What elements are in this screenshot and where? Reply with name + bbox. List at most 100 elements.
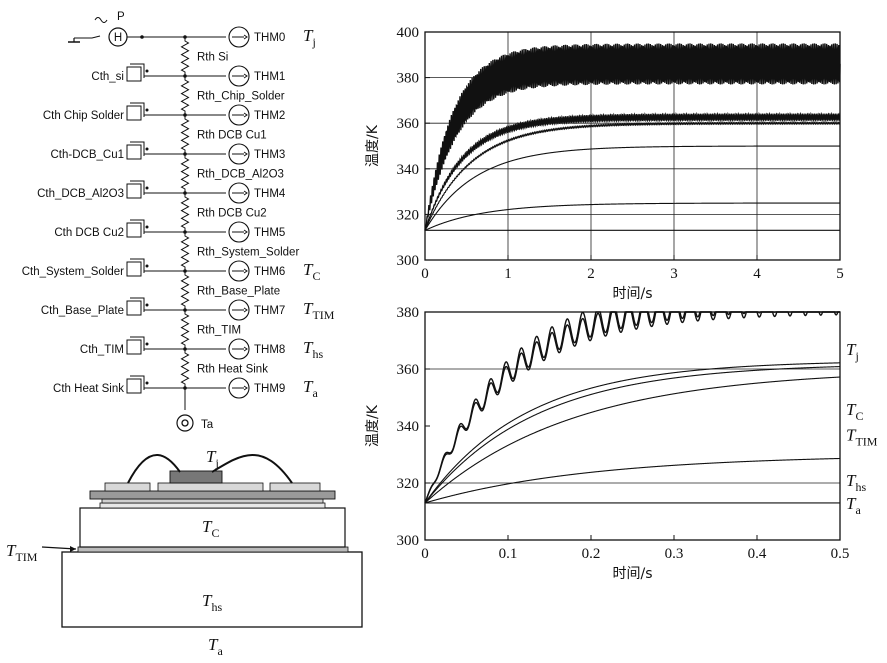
resistor-icon bbox=[180, 349, 190, 388]
structure-label-3-subscript: hs bbox=[211, 600, 222, 614]
structure-label-0: Tj bbox=[206, 447, 219, 470]
structure-label-0-subscript: j bbox=[214, 456, 218, 470]
chart-zoomed-transient: 0 0.1 0.2 0.3 0.4 0.5 300 320 340 360 380 时间/s 温度/K T… bbox=[365, 305, 878, 582]
structure-label-1-symbol: T bbox=[202, 517, 213, 536]
capacitor-label-5: Cth DCB Cu2 bbox=[54, 227, 124, 239]
x-tick-label: 0.3 bbox=[665, 546, 684, 562]
y-tick-label: 380 bbox=[397, 71, 420, 87]
series-line-0 bbox=[424, 43, 841, 231]
capacitor-label-3: Cth-DCB_Cu1 bbox=[51, 149, 125, 161]
resistor-label-6: Rth_Base_Plate bbox=[197, 286, 280, 298]
series-line-0 bbox=[424, 311, 840, 504]
node-temp-label-9-subscript: a bbox=[312, 386, 318, 400]
node-temp-label-0-symbol: T bbox=[303, 26, 314, 45]
base-plate-block bbox=[79, 507, 346, 548]
curve-label-0-subscript: j bbox=[854, 349, 858, 363]
thermal-network-circuit: H P THM0 Tj Rth Si THM1 Cth_si Rth_Chip_Solde… bbox=[22, 11, 335, 432]
capacitor-icon bbox=[126, 105, 142, 121]
y-tick-label: 360 bbox=[397, 116, 420, 132]
curve-label-1: TC bbox=[846, 400, 863, 423]
plot-frame bbox=[424, 311, 841, 541]
x-tick-label: 3 bbox=[670, 266, 678, 282]
series-line-4 bbox=[424, 145, 840, 231]
curve-label-3-symbol: T bbox=[846, 471, 857, 490]
resistor-icon bbox=[180, 154, 190, 193]
series-line-3 bbox=[424, 121, 841, 231]
y-axis-label: 温度/K bbox=[365, 404, 381, 447]
power-source-label: P bbox=[117, 11, 125, 23]
y-tick-label: 300 bbox=[397, 253, 420, 269]
capacitor-label-4: Cth_DCB_Al2O3 bbox=[37, 188, 124, 200]
bond-wire-right bbox=[211, 454, 293, 484]
structure-label-3-symbol: T bbox=[202, 591, 213, 610]
y-tick-label: 360 bbox=[397, 362, 420, 378]
x-tick-label: 0.5 bbox=[831, 546, 850, 562]
curve-label-0: Tj bbox=[846, 340, 859, 363]
resistor-label-0: Rth Si bbox=[197, 52, 228, 64]
x-tick-label: 0.1 bbox=[499, 546, 518, 562]
dcb-cu2-layer bbox=[101, 498, 324, 504]
capacitor-icon bbox=[126, 183, 142, 199]
thermometer-label-4: THM4 bbox=[254, 188, 286, 200]
structure-label-4-subscript: a bbox=[217, 644, 223, 658]
node-temp-label-6-subscript: C bbox=[312, 269, 320, 283]
curve-label-0-symbol: T bbox=[846, 340, 857, 359]
series-line-5 bbox=[424, 202, 840, 231]
capacitor-icon bbox=[126, 378, 142, 394]
y-tick-label: 400 bbox=[397, 25, 420, 41]
curve-label-3-subscript: hs bbox=[855, 480, 866, 494]
resistor-label-4: Rth DCB Cu2 bbox=[197, 208, 267, 220]
y-tick-label: 300 bbox=[397, 533, 420, 549]
structure-label-3: Ths bbox=[202, 591, 222, 614]
capacitor-icon bbox=[126, 300, 142, 316]
resistor-icon bbox=[180, 37, 190, 76]
thermometer-label-2: THM2 bbox=[254, 110, 285, 122]
capacitor-label-6: Cth_System_Solder bbox=[22, 266, 124, 278]
thermometer-label-9: THM9 bbox=[254, 383, 285, 395]
structure-label-2: TTIM bbox=[6, 541, 38, 564]
x-tick-label: 0 bbox=[421, 546, 429, 562]
curve-label-2-symbol: T bbox=[846, 426, 857, 445]
heat-sink-block bbox=[61, 551, 363, 628]
node-temp-label-6: TC bbox=[303, 260, 320, 283]
resistor-icon bbox=[180, 76, 190, 115]
y-tick-label: 340 bbox=[397, 419, 420, 435]
tim-layer bbox=[77, 546, 349, 553]
thermometer-label-5: THM5 bbox=[254, 227, 285, 239]
thermometer-label-8: THM8 bbox=[254, 344, 285, 356]
capacitor-label-2: Cth Chip Solder bbox=[43, 110, 124, 122]
capacitor-label-8: Cth_TIM bbox=[80, 344, 124, 356]
capacitor-icon bbox=[126, 261, 142, 277]
series-line-4 bbox=[424, 376, 841, 504]
capacitor-icon bbox=[126, 66, 142, 82]
node-temp-label-6-symbol: T bbox=[303, 260, 314, 279]
node-temp-label-0-subscript: j bbox=[311, 35, 315, 49]
thermometer-label-6: THM6 bbox=[254, 266, 285, 278]
y-tick-label: 380 bbox=[397, 305, 420, 321]
node-temp-label-8: Ths bbox=[303, 338, 323, 361]
thermometer-label-0: THM0 bbox=[254, 32, 285, 44]
x-tick-label: 2 bbox=[587, 266, 595, 282]
capacitor-icon bbox=[126, 339, 142, 355]
thermometer-label-3: THM3 bbox=[254, 149, 285, 161]
capacitor-label-9: Cth Heat Sink bbox=[53, 383, 124, 395]
structure-label-4: Ta bbox=[208, 635, 223, 658]
x-tick-label: 1 bbox=[504, 266, 512, 282]
y-axis-label: 温度/K bbox=[365, 124, 381, 167]
curve-label-1-symbol: T bbox=[846, 400, 857, 419]
capacitor-label-1: Cth_si bbox=[91, 71, 124, 83]
curve-label-4-symbol: T bbox=[846, 494, 857, 513]
dcb-cu1-right bbox=[269, 482, 321, 492]
node-temp-label-7-symbol: T bbox=[303, 299, 314, 318]
y-tick-label: 320 bbox=[397, 207, 420, 223]
thermometer-label-1: THM1 bbox=[254, 71, 285, 83]
node-temp-label-9-symbol: T bbox=[303, 377, 314, 396]
resistor-label-8: Rth Heat Sink bbox=[197, 364, 268, 376]
series-line-2 bbox=[424, 114, 841, 231]
thermometer-label-7: THM7 bbox=[254, 305, 285, 317]
series-line-5 bbox=[424, 457, 840, 504]
node-temp-label-9: Ta bbox=[303, 377, 318, 400]
node-temp-label-0: Tj bbox=[303, 26, 316, 49]
